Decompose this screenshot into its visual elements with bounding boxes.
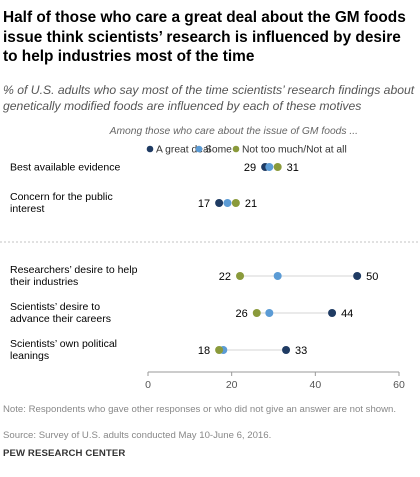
value-label-right: 33: [295, 345, 307, 357]
category-label: Scientists’ desire to: [10, 301, 100, 313]
category-label: Researchers’ desire to help: [10, 264, 138, 276]
x-axis: 0 20 40 60: [145, 371, 405, 391]
category-label: their industries: [10, 276, 78, 288]
x-tick-label: 0: [145, 379, 151, 391]
category-label: Best available evidence: [10, 162, 120, 174]
x-tick-label: 60: [393, 379, 405, 391]
data-point: [282, 346, 291, 354]
value-label-right: 21: [245, 198, 257, 210]
data-point: [252, 309, 261, 317]
chart-rows: Best available evidence 29 31 Concern for t…: [10, 162, 378, 363]
data-point: [236, 272, 245, 280]
data-point: [215, 346, 224, 354]
category-label: interest: [10, 203, 45, 215]
legend-marker-0: [146, 145, 154, 153]
data-point: [328, 309, 337, 317]
data-point: [353, 272, 362, 280]
data-point: [265, 309, 274, 317]
category-label: Concern for the public: [10, 191, 113, 203]
legend-label-1: Some: [205, 145, 232, 156]
chart-source: Source: Survey of U.S. adults conducted …: [3, 430, 272, 441]
org-name: PEW RESEARCH CENTER: [3, 448, 126, 459]
legend-label-0: A great deal: [156, 145, 211, 156]
x-tick-label: 40: [309, 379, 321, 391]
chart-subtitle: % of U.S. adults who say most of the tim…: [3, 83, 415, 113]
value-label-left: 18: [198, 345, 210, 357]
row-0: Best available evidence 29 31: [10, 162, 299, 175]
value-label-left: 22: [219, 271, 231, 283]
data-point: [223, 199, 232, 207]
category-label: leanings: [10, 350, 49, 362]
value-label-left: 17: [198, 198, 210, 210]
data-point: [231, 199, 240, 207]
x-tick-label: 20: [226, 379, 238, 391]
legend-title: Among those who care about the issue of …: [109, 126, 358, 137]
value-label-right: 44: [341, 308, 353, 320]
value-label-left: 26: [236, 308, 248, 320]
value-label-left: 29: [244, 162, 256, 174]
legend-label-2: Not too much/Not at all: [242, 145, 347, 156]
data-point: [215, 199, 224, 207]
category-label: Scientists’ own political: [10, 338, 117, 350]
category-label: advance their careers: [10, 313, 111, 325]
data-point: [265, 163, 274, 171]
data-point: [273, 272, 282, 280]
data-point: [273, 163, 282, 171]
legend-marker-1: [195, 145, 203, 153]
legend-marker-2: [232, 145, 240, 153]
value-label-right: 50: [366, 271, 378, 283]
chart-note: Note: Respondents who gave other respons…: [3, 404, 397, 415]
value-label-right: 31: [287, 162, 299, 174]
chart-title: Half of those who care a great deal abou…: [3, 9, 406, 65]
